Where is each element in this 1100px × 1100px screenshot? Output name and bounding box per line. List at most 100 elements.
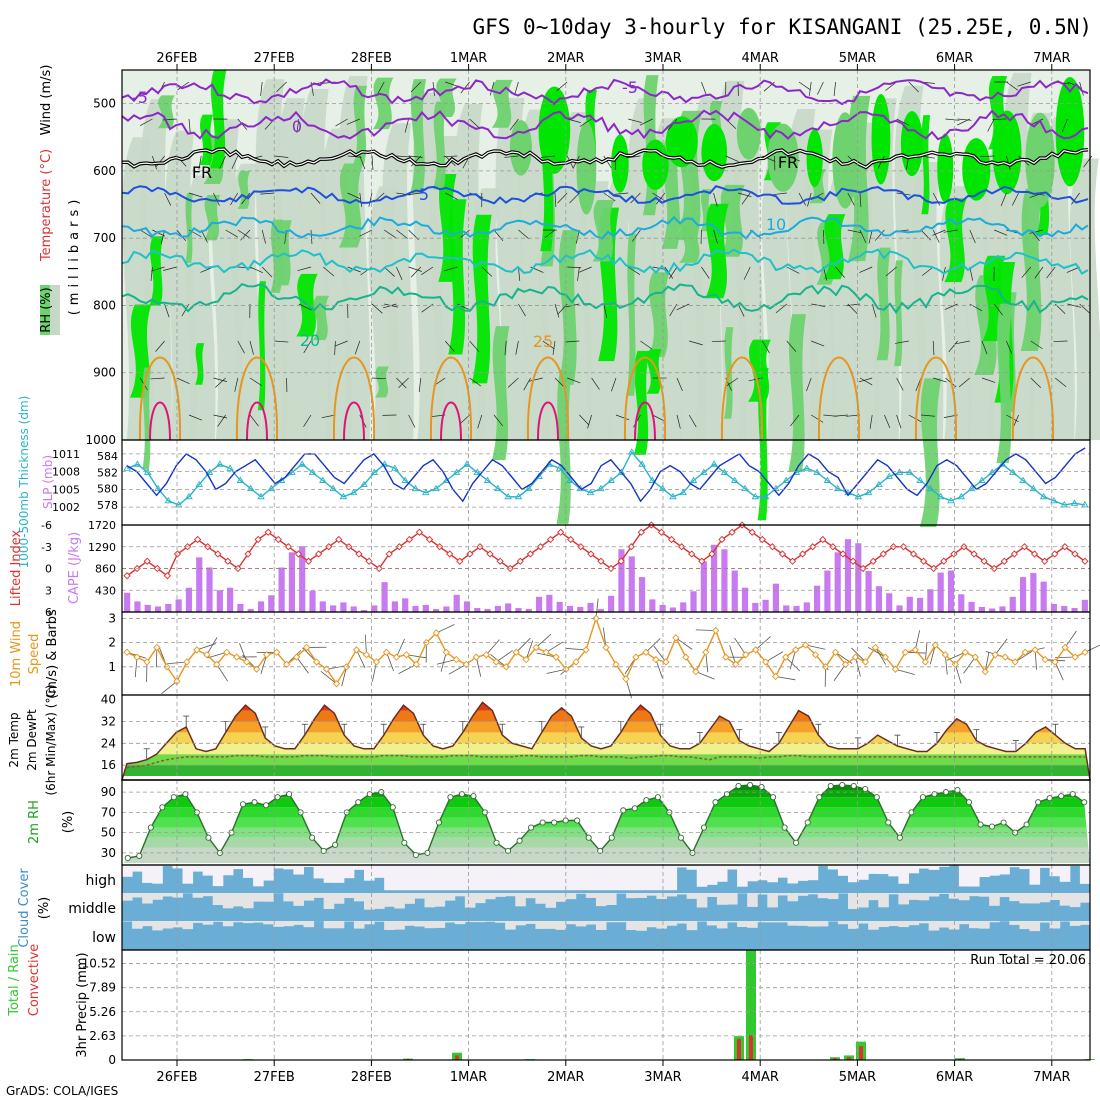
wind-barb	[276, 81, 287, 92]
ytick-rh2m: 70	[101, 805, 116, 819]
cloud-gap	[716, 865, 728, 882]
wind-speed-point	[752, 646, 760, 654]
contour-25	[429, 356, 473, 441]
cape-bar	[340, 602, 347, 612]
cape-bar	[638, 577, 646, 612]
wind-speed-point	[981, 668, 989, 676]
contour-label: 5	[419, 185, 429, 204]
date-label-top: 3MAR	[644, 51, 681, 66]
rh-shading-green	[491, 326, 510, 461]
thickness-point	[1050, 496, 1058, 504]
cloud-gap	[938, 921, 950, 928]
cape-bar	[608, 595, 615, 612]
wind-barb	[835, 266, 845, 278]
lifted-index-point	[335, 535, 343, 544]
cloud-gap	[263, 865, 274, 881]
lifted-index-point	[385, 550, 393, 558]
cloud-gap	[595, 865, 607, 891]
lifted-index-point	[496, 557, 504, 565]
wind-barb	[436, 624, 455, 634]
lifted-index-point	[1030, 550, 1039, 558]
cloud-gap	[807, 893, 819, 895]
thickness-point	[216, 460, 224, 467]
cloud-gap	[565, 865, 577, 891]
cloud-gap	[212, 921, 224, 922]
wind-barb	[957, 118, 970, 126]
lifted-index-point	[556, 528, 565, 536]
wind-speed-point	[263, 651, 271, 659]
contour-15	[121, 248, 1089, 276]
lifted-index-point	[1010, 550, 1019, 558]
date-label-top: 7MAR	[1033, 51, 1070, 66]
wind-barb	[217, 414, 226, 427]
cape-bar	[330, 605, 337, 612]
lifted-index-point	[597, 557, 605, 565]
wind-barb	[932, 340, 935, 355]
footer-credit: GrADS: COLA/IGES	[6, 1084, 118, 1098]
lifted-index-point	[405, 535, 414, 544]
cloud-gap	[394, 893, 405, 909]
wind-barb	[188, 414, 203, 421]
cape-bar	[165, 603, 172, 612]
wind-speed-point	[352, 646, 361, 654]
wind-barb	[504, 155, 519, 158]
cloud-gap	[565, 893, 577, 900]
wind-barb	[786, 340, 797, 352]
cloud-gap	[192, 893, 204, 898]
thickness-point	[967, 484, 976, 492]
ytick-temp: 40	[101, 693, 116, 707]
rh2m-point	[608, 834, 615, 841]
wind-barb	[525, 640, 534, 660]
wind-barb	[406, 654, 427, 659]
wind-barb	[274, 155, 289, 158]
thickness-point	[246, 484, 255, 492]
lifted-index-point	[1040, 557, 1049, 565]
wind-barb	[884, 414, 891, 429]
cloud-gap	[979, 921, 990, 929]
wind-speed-point	[123, 648, 131, 656]
contour-minus5	[121, 78, 1089, 106]
wind-speed-point	[672, 634, 680, 642]
cape-bar	[989, 608, 996, 612]
wind-barb	[652, 192, 665, 201]
rh2m-point	[977, 821, 984, 828]
wind-barb	[163, 266, 177, 271]
cape-bar	[268, 595, 275, 612]
rh2m-point	[597, 847, 604, 854]
cloud-gap	[495, 865, 506, 891]
wind-speed-point	[891, 665, 900, 673]
cloud-level-label: middle	[68, 901, 116, 917]
wind-barb	[260, 81, 263, 96]
lifted-index-point	[264, 528, 272, 536]
wind-barb	[249, 340, 254, 355]
cloud-gap	[172, 893, 183, 898]
cloud-gap	[737, 865, 748, 887]
rh2m-point	[885, 819, 892, 826]
cape-bar	[783, 605, 790, 612]
wind-barb	[541, 155, 556, 158]
ytick-lifted: 0	[45, 563, 52, 576]
lifted-index-point	[839, 550, 847, 558]
cape-bar	[741, 587, 749, 612]
cloud-gap	[1069, 893, 1081, 908]
cloud-gap	[343, 893, 355, 899]
lifted-index-point	[950, 550, 958, 558]
wind-speed-point	[592, 614, 600, 623]
wind-barb	[656, 192, 666, 205]
wind-barb	[543, 229, 556, 239]
cloud-gap	[122, 893, 133, 901]
rh2m-point	[251, 799, 258, 806]
lifted-index-point	[536, 543, 545, 551]
cloud-gap	[485, 893, 496, 900]
date-label-bottom: 2MAR	[547, 1070, 584, 1085]
wind-barb	[249, 266, 263, 274]
wind-barb	[569, 192, 580, 204]
thickness-point	[432, 484, 440, 492]
cloud-gap	[1069, 921, 1081, 926]
rh-shading-green	[642, 139, 669, 190]
cloud-gap	[192, 921, 204, 923]
cloud-gap	[253, 865, 264, 887]
ylabel-cloud: Cloud Cover	[17, 868, 32, 948]
thickness-point	[669, 492, 677, 500]
wind-speed-point	[732, 660, 740, 669]
